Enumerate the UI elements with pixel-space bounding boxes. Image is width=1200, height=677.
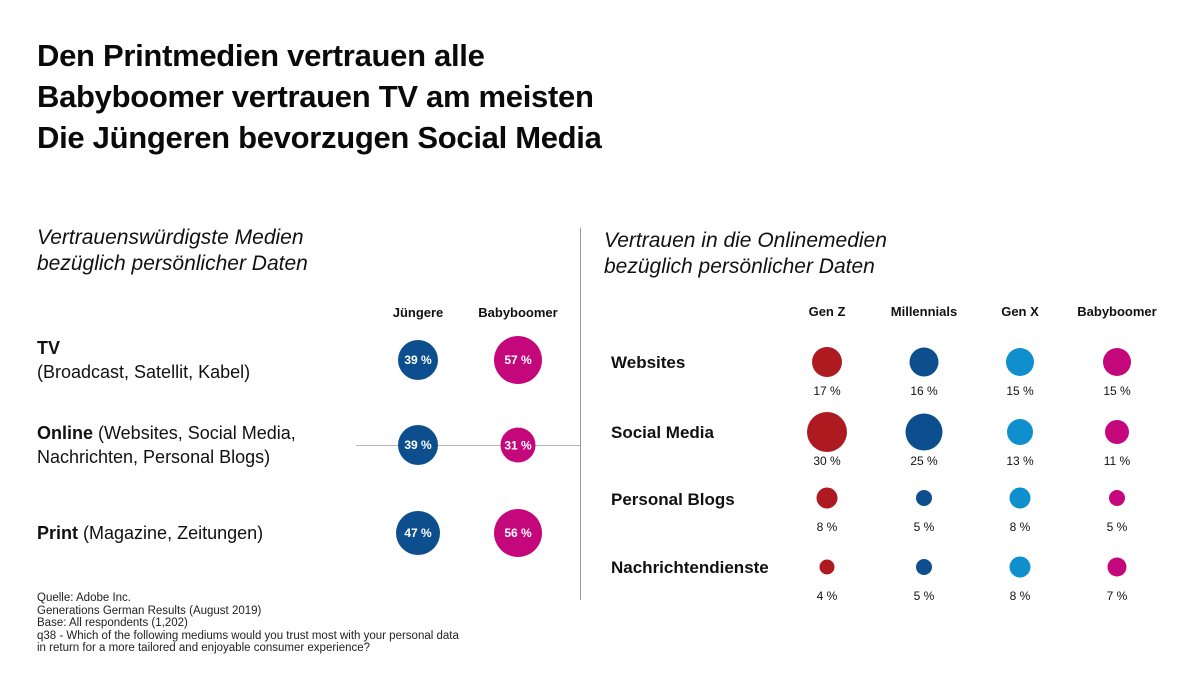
value-label-gen-z-nachrichtendienste: 4 % — [816, 589, 838, 603]
right-chart-title: Vertrauen in die Onlinemedien bezüglich … — [604, 228, 887, 280]
right-row-label-personal-blogs: Personal Blogs — [611, 490, 735, 509]
bubble-millennials-websites — [909, 347, 939, 377]
value-label-gen-x-nachrichtendienste: 8 % — [1009, 589, 1031, 603]
value-label-gen-z-websites: 17 % — [813, 384, 841, 398]
value-label-millennials-social-media: 25 % — [910, 454, 938, 468]
value-label-gen-x-websites: 15 % — [1006, 384, 1034, 398]
bubble-gen-x-social-media — [1007, 419, 1033, 445]
right-col-header-millennials: Millennials — [890, 304, 958, 319]
left-row-name: Online — [37, 423, 94, 443]
value-label-gen-z-personal-blogs: 8 % — [816, 520, 838, 534]
value-label-babyboomer-personal-blogs: 5 % — [1106, 520, 1128, 534]
bubble-millennials-social-media — [905, 413, 943, 451]
left-row-detail: (Websites, Social Media, — [93, 423, 296, 443]
left-chart-title-line-1: Vertrauenswürdigste Medien — [37, 226, 304, 249]
right-row-label-nachrichtendienste: Nachrichtendienste — [611, 558, 769, 577]
right-col-header-babyboomer: Babyboomer — [1077, 304, 1157, 319]
left-row-detail: Nachrichten, Personal Blogs) — [37, 447, 271, 467]
value-label-gen-z-social-media: 30 % — [813, 454, 841, 468]
right-row-label-websites: Websites — [611, 353, 686, 372]
left-chart-title: Vertrauenswürdigste Medien bezüglich per… — [37, 225, 308, 277]
value-label-gen-x-social-media: 13 % — [1006, 454, 1034, 468]
source-line: Generations German Results (August 2019) — [37, 604, 262, 617]
left-row-name: TV — [37, 338, 61, 358]
bubble-gen-z-nachrichtendienste — [819, 559, 835, 575]
headline: Den Printmedien vertrauen alle Babyboome… — [37, 35, 602, 158]
bubble-gen-z-websites — [812, 347, 842, 377]
headline-line-1: Den Printmedien vertrauen alle — [37, 38, 485, 73]
left-row-label-print: Print (Magazine, Zeitungen) — [37, 521, 263, 545]
left-row-detail: (Broadcast, Satellit, Kabel) — [37, 362, 251, 382]
source-line: Base: All respondents (1,202) — [37, 617, 188, 629]
bubble-jüngere-print: 47 % — [396, 511, 440, 555]
online-row-guide-line — [356, 445, 580, 446]
bubble-gen-x-nachrichtendienste — [1009, 556, 1031, 578]
value-label-babyboomer-nachrichtendienste: 7 % — [1106, 589, 1128, 603]
value-label-babyboomer-websites: 15 % — [1103, 384, 1131, 398]
right-chart-title-line-1: Vertrauen in die Onlinemedien — [604, 229, 887, 252]
left-row-name: Print — [37, 523, 79, 543]
right-col-header-gen-z: Gen Z — [808, 304, 846, 319]
bubble-jüngere-tv: 39 % — [398, 340, 438, 380]
bubble-gen-z-social-media — [807, 412, 847, 452]
bubble-babyboomer-tv: 57 % — [494, 336, 542, 384]
bubble-babyboomer-websites — [1103, 348, 1131, 376]
left-row-label-online: Online (Websites, Social Media, Nachrich… — [37, 421, 296, 469]
vertical-divider — [580, 228, 581, 600]
headline-line-3: Die Jüngeren bevorzugen Social Media — [37, 120, 602, 155]
left-col-header-babyboomer: Babyboomer — [478, 305, 558, 320]
source-line: q38 - Which of the following mediums wou… — [37, 629, 459, 642]
bubble-millennials-personal-blogs — [916, 490, 932, 506]
bubble-babyboomer-print: 56 % — [494, 509, 542, 557]
bubble-gen-z-personal-blogs — [816, 487, 838, 509]
bubble-gen-x-personal-blogs — [1009, 487, 1031, 509]
left-row-label-tv: TV (Broadcast, Satellit, Kabel) — [37, 336, 250, 384]
source-note: Quelle: Adobe Inc. Generations German Re… — [37, 592, 459, 655]
left-col-header-juengere: Jüngere — [392, 305, 444, 320]
headline-line-2: Babyboomer vertrauen TV am meisten — [37, 79, 594, 114]
right-chart-title-line-2: bezüglich persönlicher Daten — [604, 255, 875, 278]
left-chart-title-line-2: bezüglich persönlicher Daten — [37, 252, 308, 275]
bubble-babyboomer-personal-blogs — [1109, 490, 1125, 506]
left-row-detail: (Magazine, Zeitungen) — [83, 523, 264, 543]
bubble-babyboomer-online: 31 % — [500, 427, 536, 463]
bubble-babyboomer-social-media — [1105, 420, 1129, 444]
value-label-millennials-nachrichtendienste: 5 % — [913, 589, 935, 603]
source-line: in return for a more tailored and enjoya… — [37, 642, 371, 654]
bubble-jüngere-online: 39 % — [398, 425, 438, 465]
bubble-millennials-nachrichtendienste — [916, 559, 932, 575]
bubble-gen-x-websites — [1006, 348, 1034, 376]
value-label-babyboomer-social-media: 11 % — [1103, 454, 1131, 468]
right-col-header-gen-x: Gen X — [1001, 304, 1039, 319]
right-row-label-social-media: Social Media — [611, 423, 714, 442]
value-label-millennials-websites: 16 % — [910, 384, 938, 398]
bubble-babyboomer-nachrichtendienste — [1107, 557, 1127, 577]
value-label-millennials-personal-blogs: 5 % — [913, 520, 935, 534]
value-label-gen-x-personal-blogs: 8 % — [1009, 520, 1031, 534]
source-line: Quelle: Adobe Inc. — [37, 592, 131, 604]
